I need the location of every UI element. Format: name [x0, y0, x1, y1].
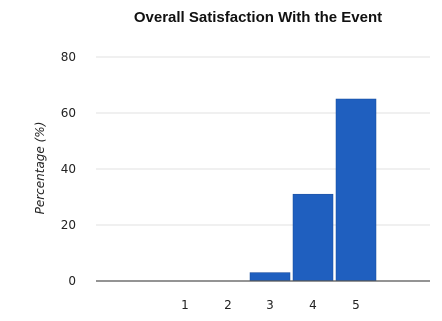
bars — [249, 98, 377, 282]
y-tick-label: 20 — [61, 218, 76, 232]
x-tick-label: 3 — [266, 298, 274, 312]
y-tick-label: 0 — [68, 274, 76, 288]
bar-5 — [335, 98, 377, 282]
y-axis-label: Percentage (%) — [33, 122, 47, 215]
bar-3 — [249, 272, 291, 282]
y-tick-label: 60 — [61, 106, 76, 120]
y-axis-ticks: 0 20 40 60 80 — [61, 50, 76, 288]
chart-title: Overall Satisfaction With the Event — [134, 9, 382, 26]
x-tick-label: 2 — [224, 298, 232, 312]
x-tick-label: 4 — [309, 298, 317, 312]
x-axis-ticks: 1 2 3 4 5 — [181, 298, 360, 312]
gridlines — [96, 56, 430, 226]
y-tick-label: 40 — [61, 162, 76, 176]
x-tick-label: 1 — [181, 298, 189, 312]
x-tick-label: 5 — [352, 298, 360, 312]
bar-4 — [292, 193, 334, 282]
y-tick-label: 80 — [61, 50, 76, 64]
